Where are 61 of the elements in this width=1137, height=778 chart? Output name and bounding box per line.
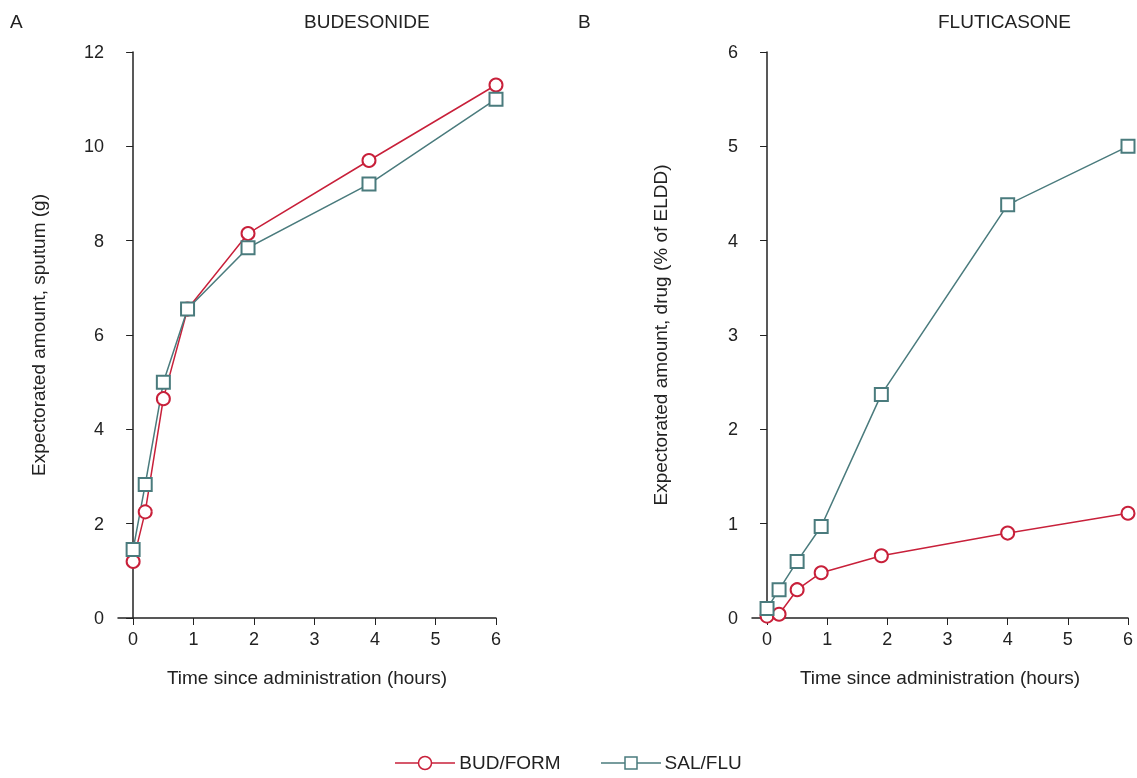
x-tick-label: 3	[942, 629, 953, 649]
y-tick-label: 4	[93, 419, 104, 440]
text: A	[10, 11, 23, 32]
point	[155, 391, 171, 407]
legend-label: BUD/FORM	[459, 752, 561, 774]
x-tick-label: 0	[128, 629, 139, 649]
point	[873, 548, 889, 564]
point	[240, 226, 256, 242]
x-tick-label: 6	[1122, 629, 1133, 649]
x-tick-label: 5	[430, 629, 441, 649]
y-tick-label: 0	[727, 608, 738, 628]
y-tick-label: 6	[727, 42, 738, 62]
point	[771, 582, 787, 598]
point	[240, 240, 256, 256]
chart-title: BUDESONIDE	[304, 11, 430, 32]
x-tick-label: 0	[762, 629, 773, 649]
text: B	[578, 11, 591, 32]
x-tick-label: 4	[370, 629, 381, 649]
x-tick-label: 4	[1002, 629, 1013, 649]
y-tick-label: 5	[727, 136, 738, 157]
legend-label: SAL/FLU	[664, 752, 742, 774]
chart-title: FLUTICASONE	[937, 11, 1072, 32]
y-tick-label: 12	[83, 42, 104, 62]
y-axis-title: Expectorated amount, drug (% of ELDD)	[650, 164, 671, 506]
x-tick-label: 5	[1062, 629, 1073, 649]
y-tick-label: 2	[93, 513, 104, 534]
point	[137, 504, 153, 520]
point	[155, 374, 171, 390]
y-tick-label: 0	[93, 608, 104, 628]
x-tick-label: 6	[490, 629, 502, 649]
x-tick-label: 2	[882, 629, 893, 649]
y-tick-label: 2	[727, 419, 738, 440]
x-tick-label: 1	[188, 629, 199, 649]
point	[488, 77, 504, 93]
y-axis-title: Expectorated amount, sputum (g)	[28, 194, 49, 476]
y-tick-label: 1	[727, 513, 738, 534]
y-tick-label: 3	[727, 325, 738, 345]
point	[1120, 138, 1136, 154]
x-tick-label: 2	[249, 629, 260, 649]
point	[1000, 525, 1016, 541]
point	[361, 152, 377, 168]
y-tick-label: 6	[93, 325, 104, 345]
point	[813, 565, 829, 581]
point	[873, 386, 889, 402]
point	[789, 582, 805, 598]
point	[1000, 197, 1016, 213]
point	[125, 542, 141, 558]
x-tick-label: 3	[309, 629, 320, 649]
point	[759, 601, 775, 617]
y-tick-label: 8	[93, 230, 104, 251]
point	[1120, 505, 1136, 521]
y-tick-label: 10	[83, 136, 104, 157]
point	[488, 91, 504, 107]
point	[789, 553, 805, 569]
point	[813, 519, 829, 534]
point	[361, 176, 377, 192]
y-tick-label: 4	[727, 230, 738, 251]
x-tick-label: 1	[822, 629, 833, 649]
x-axis-title: Time since administration (hours)	[166, 667, 448, 688]
point	[137, 477, 153, 493]
x-axis-title: Time since administration (hours)	[799, 667, 1081, 688]
